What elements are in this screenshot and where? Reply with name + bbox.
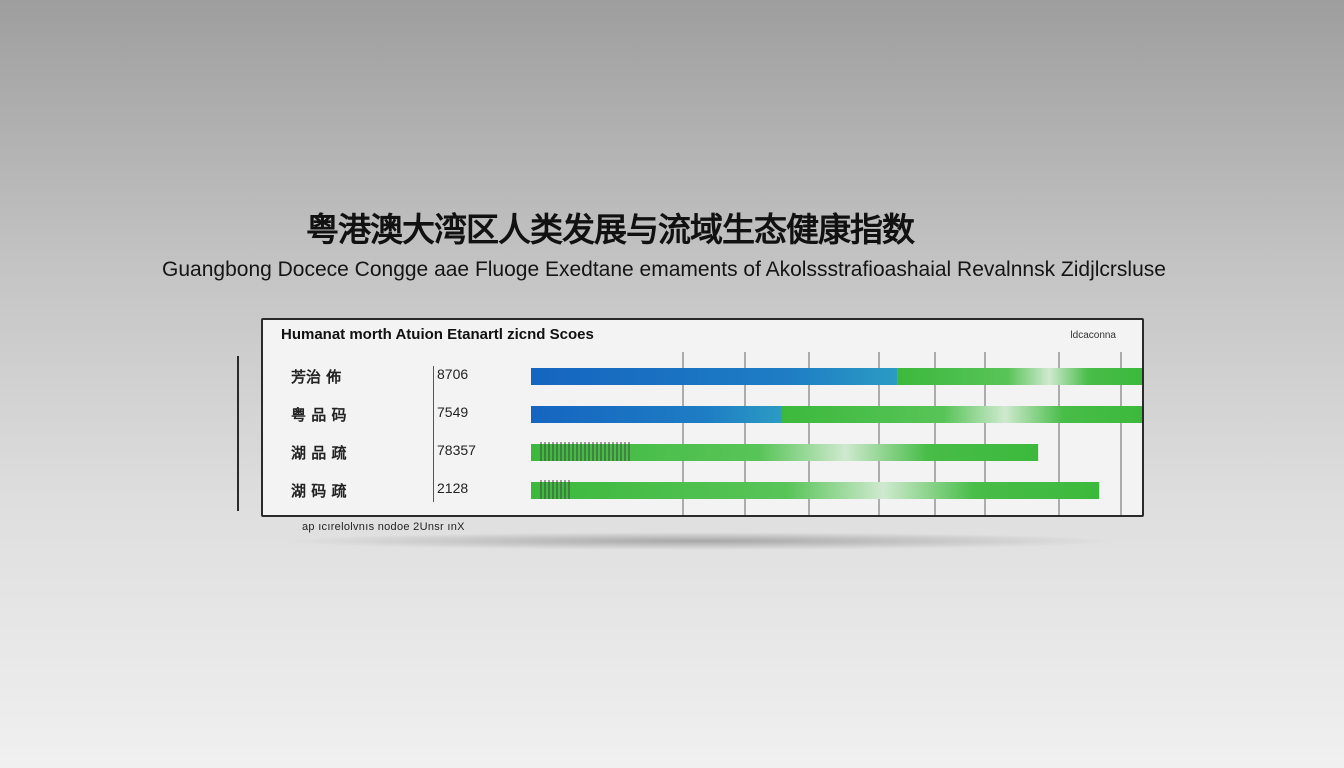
row-label-4: 湖 码 疏: [291, 482, 347, 500]
row-value-1: 8706: [437, 366, 469, 382]
row-label-2: 粤 品 码: [291, 406, 347, 424]
bar-stub-row3: [540, 442, 630, 461]
bar-row2-series2: [781, 406, 1142, 423]
bar-row4-series2: [531, 482, 1100, 499]
row-label-3: 湖 品 疏: [291, 444, 347, 462]
row-value-2: 7549: [437, 404, 469, 420]
left-divider: [237, 356, 239, 511]
chart-footnote: ap ıcırelolvnıs nodoe 2Unsr ınX: [302, 521, 465, 533]
row-value-4: 2128: [437, 480, 469, 496]
row-value-3: 78357: [437, 442, 476, 458]
value-column-divider: [433, 366, 434, 502]
bar-row1-series1: [531, 368, 898, 385]
bar-row2-series1: [531, 406, 782, 423]
chart-title-chinese: 粤港澳大湾区人类发展与流域生态健康指数: [306, 210, 915, 249]
bar-row3-series2: [531, 444, 1039, 461]
panel-shadow: [280, 532, 1120, 550]
chart-title-english: Guangbong Docece Congge aae Fluoge Exedt…: [162, 258, 1166, 281]
bar-stub-row4: [540, 480, 570, 499]
row-label-1: 芳治 佈: [291, 368, 342, 386]
bar-row1-series2: [897, 368, 1142, 385]
bar-chart: [531, 352, 1142, 515]
bars: [531, 368, 1142, 499]
panel-title: Humanat morth Atuion Etanartl zicnd Scoe…: [281, 326, 594, 343]
panel-tag: ldcaconna: [1070, 330, 1116, 341]
chart-panel: Humanat morth Atuion Etanartl zicnd Scoe…: [261, 318, 1144, 517]
